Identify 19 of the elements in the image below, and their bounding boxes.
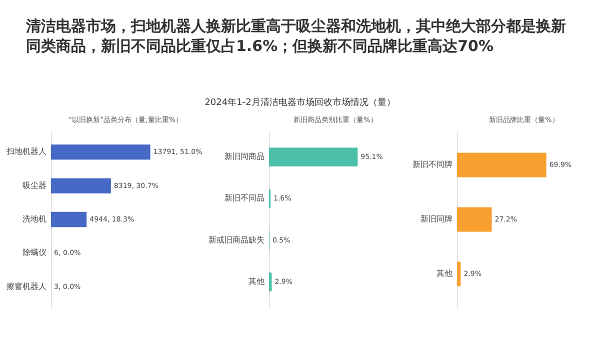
bar (269, 148, 358, 166)
y-tick-label: 新或旧商品缺失 (208, 235, 264, 244)
text: 清洁电器市场，扫地机器人换新比重高于吸尘器和洗地机，其中绝大部分都是换新同类商品，新旧不同品比重仅占1.6%；但换新不同品牌比重高达70% (26, 16, 567, 56)
y-tick-label: 其他 (248, 276, 264, 286)
y-tick-label: 其他 (436, 268, 452, 278)
y-tick-label: 新旧不同品 (224, 194, 264, 203)
bar (269, 272, 272, 292)
y-tick-label: 新旧同牌 (420, 214, 452, 224)
y-tick-label: 除螨仪 (22, 248, 46, 258)
text: 2024年1-2月清洁电器市场回收市场情况（量） (204, 96, 396, 109)
y-tick-label: 洗地机 (22, 214, 46, 224)
bar (51, 212, 87, 228)
bar (51, 178, 111, 194)
bar (51, 144, 150, 160)
y-tick-label: 新旧同商品 (224, 152, 264, 162)
y-tick-label: 擦窗机器人 (6, 282, 46, 291)
y-tick-label: 扫地机器人 (6, 147, 46, 156)
y-tick-label: 吸尘器 (22, 180, 46, 190)
y-tick-label: 新旧不同牌 (412, 160, 452, 170)
